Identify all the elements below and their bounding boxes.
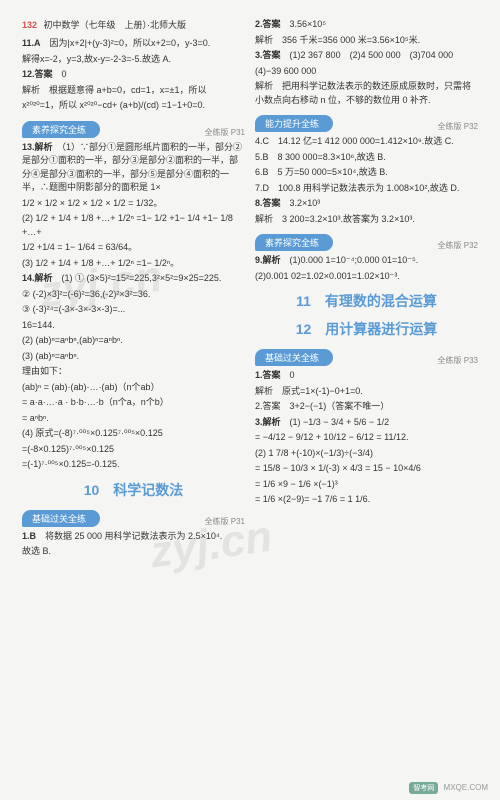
rq5b: 5.B 8 300 000=8.3×10⁶,故选 B.: [255, 151, 478, 165]
rq2-expl: 解析 356 千米=356 000 米=3.56×10⁵米.: [255, 34, 478, 48]
rq8: 8.答案 3.2×10³: [255, 197, 478, 211]
rqb3-1: = −4/12 − 9/12 + 10/12 − 6/12 = 11/12.: [255, 431, 478, 445]
q11: 11.A 因为|x+2|+(y-3)²=0，所以x+2=0，y-3=0.: [22, 37, 245, 51]
footer: 智考网 MXQE.COM: [409, 782, 488, 794]
q12-formula: x²⁰²⁰=1，所以 x²⁰²⁰−cd+ (a+b)/(cd) =1−1+0=0…: [22, 99, 245, 113]
q14-r9: = aⁿbⁿ.: [22, 412, 245, 426]
title-11: 11 有理数的混合运算: [255, 291, 478, 311]
rq2: 2.答案 3.56×10⁵: [255, 18, 478, 32]
title-12: 12 用计算器进行运算: [255, 319, 478, 339]
q11-line2: 解得x=-2，y=3,故x-y=-2-3=-5.故选 A.: [22, 53, 245, 67]
footer-logo: 智考网: [409, 782, 438, 794]
rq7d: 7.D 100.8 用科学记数法表示为 1.008×10²,故选 D.: [255, 182, 478, 196]
q14-r4: (2) (ab)ⁿ=aⁿbⁿ,(ab)ⁿ=aⁿbⁿ.: [22, 334, 245, 348]
section-pill-4: 素养探究全练: [255, 234, 333, 251]
rq8-expl: 解析 3 200=3.2×10³.故答案为 3.2×10³.: [255, 213, 478, 227]
section-pill-3: 能力提升全练: [255, 115, 333, 132]
rqb3: 3.解析 (1) −1/3 − 3/4 + 5/6 − 1/2: [255, 416, 478, 430]
page-header: 132 初中数学（七年级 上册）·北师大版: [22, 18, 245, 31]
q12: 12.答案 0: [22, 68, 245, 82]
section-pill-1: 素养探究全练: [22, 121, 100, 138]
q14-r1: ② (-2)×3]²=(-6)²=36,(-2)²×3²=36.: [22, 288, 245, 302]
right-column: 2.答案 3.56×10⁵ 解析 356 千米=356 000 米=3.56×1…: [255, 18, 478, 561]
rq9b: (2)0.001 02=1.02×0.001=1.02×10⁻³.: [255, 270, 478, 284]
q14-r12: =(-1)⁷·⁰⁰⁵×0.125=-0.125.: [22, 458, 245, 472]
q1b: 1.B 将数据 25 000 用科学记数法表示为 2.5×10⁴.: [22, 530, 245, 544]
rq4c: 4.C 14.12 亿=1 412 000 000=1.412×10⁹.故选 C…: [255, 135, 478, 149]
rq6b: 6.B 5 万=50 000=5×10⁴,故选 B.: [255, 166, 478, 180]
rqb1: 1.答案 0: [255, 369, 478, 383]
section-pill-5: 基础过关全练: [255, 349, 333, 366]
rqb3-3: = 15/8 − 10/3 × 1/(-3) × 4/3 = 15 − 10×4…: [255, 462, 478, 476]
q14-r8: = a·a·…·a · b·b·…·b（n个a，n个b）: [22, 396, 245, 410]
q1b-2: 故选 B.: [22, 545, 245, 559]
q14-r11: =(-8×0.125)⁷·⁰⁰⁵×0.125: [22, 443, 245, 457]
q13-r2: 1/2 +1/4 = 1− 1/64 = 63/64。: [22, 241, 245, 255]
rq3-expl: 解析 把用科学记数法表示的数还原成原数时，只需将小数点向右移动 n 位，不够的数…: [255, 80, 478, 107]
section-pill-2: 基础过关全练: [22, 510, 100, 527]
q13-r0: 1/2 × 1/2 × 1/2 × 1/2 × 1/2 = 1/32。: [22, 197, 245, 211]
q14-r3: 16=144.: [22, 319, 245, 333]
page-number: 132: [22, 20, 37, 30]
q13-r1: (2) 1/2 + 1/4 + 1/8 +…+ 1/2ⁿ =1− 1/2 +1−…: [22, 212, 245, 239]
q14-r6: 理由如下：: [22, 365, 245, 379]
rqb2: 2.答案 3+2−(−1)（答案不唯一）: [255, 400, 478, 414]
rqb3-5: = 1/6 ×(2−9)= −1 7/6 = 1 1/6.: [255, 493, 478, 507]
left-column: 132 初中数学（七年级 上册）·北师大版 11.A 因为|x+2|+(y-3)…: [22, 18, 245, 561]
title-10: 10 科学记数法: [22, 480, 245, 500]
q14: 14.解析 (1) ① (3×5)²=15²=225,3²×5²=9×25=22…: [22, 272, 245, 286]
q13-r3: (3) 1/2 + 1/4 + 1/8 +…+ 1/2ⁿ =1− 1/2ⁿ。: [22, 257, 245, 271]
q14-r7: (ab)ⁿ = (ab)·(ab)·…·(ab)（n个ab）: [22, 381, 245, 395]
rqb1-expl: 解析 原式=1×(-1)−0+1=0.: [255, 385, 478, 399]
rqb3-2: (2) 1 7/8 +(-10)×(−1/3)÷(−3/4): [255, 447, 478, 461]
rq3: 3.答案 (1)2 367 800 (2)4 500 000 (3)704 00…: [255, 49, 478, 63]
footer-url: MXQE.COM: [444, 783, 488, 792]
q14-r2: ③ (-3)²⁴=(-3×-3×-3×-3)=...: [22, 303, 245, 317]
rq9: 9.解析 (1)0.000 1=10⁻⁴;0.000 01=10⁻⁵.: [255, 254, 478, 268]
header-title: 初中数学（七年级 上册）·北师大版: [44, 20, 187, 30]
q14-r10: (4) 原式=(-8)⁷·⁰⁰⁵×0.125⁷·⁰⁰⁵×0.125: [22, 427, 245, 441]
q12-expl: 解析 根据题意得 a+b=0，cd=1，x=±1，所以: [22, 84, 245, 98]
q13: 13.解析 （1）∵部分①是圆形纸片面积的一半，部分②是部分①面积的一半，部分③…: [22, 141, 245, 195]
q14-r5: (3) (ab)ⁿ=aⁿbⁿ.: [22, 350, 245, 364]
rq3-d: (4)−39 600 000: [255, 65, 478, 79]
rqb3-4: = 1/6 ×9 − 1/6 ×(−1)³: [255, 478, 478, 492]
